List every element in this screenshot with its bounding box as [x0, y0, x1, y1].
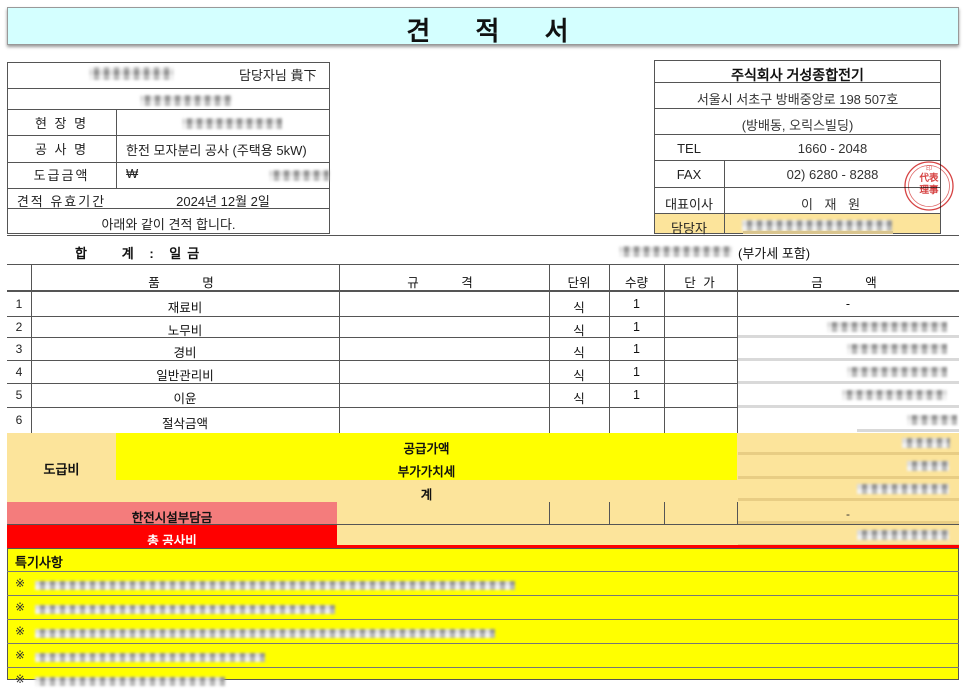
svg-text:代表: 代表 [918, 172, 939, 184]
svg-text:印: 印 [926, 166, 932, 173]
svg-text:理事: 理事 [919, 184, 939, 196]
